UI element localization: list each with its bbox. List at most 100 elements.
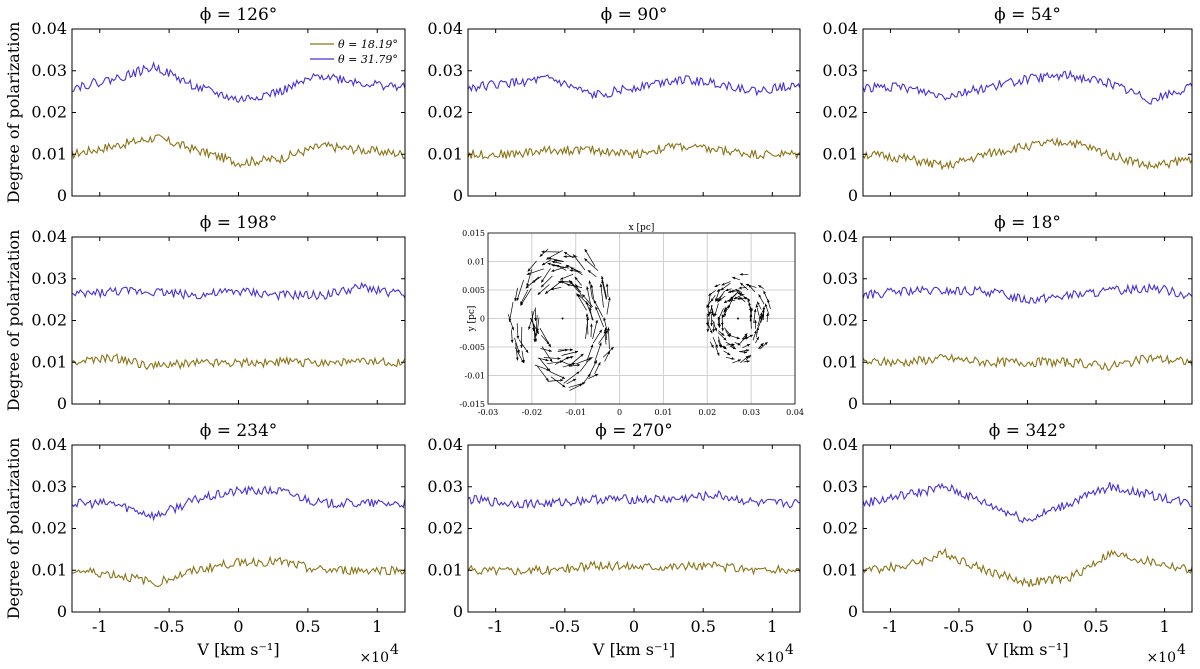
vector-arrowhead: [740, 282, 744, 286]
y-tick-label: 0: [453, 186, 463, 205]
y-tick-label: 0: [848, 602, 858, 621]
vector-arrowhead: [562, 384, 566, 388]
y-tick-label: 0: [848, 186, 858, 205]
vector-arrowhead: [594, 360, 597, 364]
vector-arrowhead: [541, 262, 546, 266]
vector-arrowhead: [525, 349, 529, 353]
y-axis-label: y [pc]: [467, 306, 477, 333]
x-tick-label: 0: [617, 408, 622, 417]
vector-arrowhead: [560, 378, 564, 382]
series-line-theta-18: [71, 353, 406, 371]
y-tick-label: 0: [848, 394, 858, 413]
vector-arrowhead: [533, 339, 537, 343]
vector-arrowhead: [706, 329, 710, 333]
y-tick-label: 0.02: [822, 519, 858, 538]
x-multiplier-label: ×10: [359, 650, 389, 666]
vector-arrowhead: [605, 283, 609, 287]
x-tick-label: -0.02: [522, 408, 543, 417]
vector-arrowhead: [551, 269, 555, 272]
panel-8: ϕ = 270° 0 0.01 0.02 0.03 0.04 -1 -0.5 0 0.5 1 V [k…: [427, 421, 801, 666]
y-tick-label: 0.03: [31, 477, 67, 496]
x-axis-label: x [pc]: [629, 223, 655, 233]
series-line-theta-18: [862, 353, 1193, 372]
vector-arrowhead: [546, 368, 550, 371]
vector-arrowhead: [569, 281, 573, 285]
vector-arrowhead: [545, 378, 549, 382]
vector-arrowhead: [737, 359, 741, 362]
vector-arrow: [509, 301, 514, 322]
x-tick-label: 0.5: [690, 617, 715, 636]
panel-grid: ϕ = 126° 0 0.01 0.02 0.03 0.04 Degree of polar…: [4, 5, 1193, 666]
vector-arrow: [592, 319, 598, 339]
y-tick-label: 0.01: [427, 144, 463, 163]
vector-arrow: [544, 281, 561, 295]
vector-arrow: [526, 269, 533, 287]
panel-3: ϕ = 54° 0 0.01 0.02 0.03 0.04: [822, 5, 1193, 205]
vector-arrowhead: [582, 382, 586, 385]
x-tick-label: 0: [629, 617, 639, 636]
y-tick-label: 0.01: [822, 352, 858, 371]
series-line-theta-31: [862, 282, 1193, 305]
y-tick-label: 0.04: [31, 227, 67, 246]
y-tick-label: 0.04: [822, 19, 858, 38]
vector-arrowhead: [754, 320, 757, 323]
x-tick-label: -0.5: [944, 617, 975, 636]
vector-arrowhead: [758, 285, 762, 288]
y-tick-label: 0.03: [822, 269, 858, 288]
vector-arrowhead: [766, 313, 769, 317]
y-tick-label: -0.01: [464, 372, 485, 381]
vector-arrowhead: [758, 294, 762, 298]
vector-arrowhead: [745, 283, 749, 287]
vector-arrowhead: [528, 326, 531, 330]
panel-title: ϕ = 270°: [595, 421, 673, 441]
vector-arrow: [586, 313, 589, 335]
vector-arrowhead: [565, 265, 569, 268]
vector-arrowhead: [733, 296, 737, 299]
vector-arrowhead: [717, 323, 721, 327]
vector-arrowhead: [709, 330, 713, 334]
vector-arrowhead: [597, 362, 601, 366]
x-axis-label: V [km s⁻¹]: [985, 640, 1068, 659]
y-axis-label: Degree of polarization: [4, 22, 23, 204]
x-tick-label: 0.5: [295, 617, 320, 636]
vector-arrowhead: [607, 327, 610, 331]
vector-arrowhead: [549, 358, 553, 363]
series-line-theta-31: [862, 69, 1193, 105]
y-tick-label: 0.02: [31, 103, 67, 122]
vector-arrowhead: [739, 273, 743, 276]
vector-arrow: [595, 306, 605, 328]
vector-arrowhead: [748, 355, 751, 358]
vector-arrowhead: [603, 330, 607, 334]
vector-arrowhead: [563, 255, 567, 258]
vector-arrow: [593, 300, 604, 317]
y-tick-label: 0.01: [31, 144, 67, 163]
vector-arrowhead: [575, 284, 578, 288]
vector-arrowhead: [744, 350, 747, 354]
x-tick-label: 1: [767, 617, 777, 636]
x-tick-label: 0: [1022, 617, 1032, 636]
vector-arrowhead: [715, 298, 718, 302]
y-tick-label: 0.03: [822, 477, 858, 496]
vector-arrowhead: [599, 342, 602, 346]
vector-arrowhead: [732, 346, 736, 349]
vector-arrowhead: [556, 265, 560, 268]
vector-arrowhead: [714, 284, 718, 287]
series-line-theta-18: [467, 142, 801, 160]
x-tick-label: -0.5: [549, 617, 580, 636]
vector-arrowhead: [728, 332, 732, 337]
panel-title: ϕ = 198°: [200, 213, 278, 233]
vector-arrowhead: [720, 287, 724, 291]
vector-arrowhead: [599, 283, 603, 287]
vector-arrowhead: [718, 316, 721, 321]
y-tick-label: 0.015: [462, 229, 485, 238]
vector-arrowhead: [711, 313, 715, 317]
x-tick-label: -0.5: [154, 617, 185, 636]
vector-arrowhead: [526, 272, 530, 275]
vector-arrowhead: [759, 312, 763, 316]
vector-arrowhead: [599, 329, 602, 333]
vector-arrowhead: [705, 322, 709, 326]
vector-arrow: [563, 371, 580, 384]
vector-arrowhead: [580, 353, 584, 357]
y-axis-label: Degree of polarization: [4, 438, 23, 620]
vector-arrowhead: [764, 342, 768, 345]
